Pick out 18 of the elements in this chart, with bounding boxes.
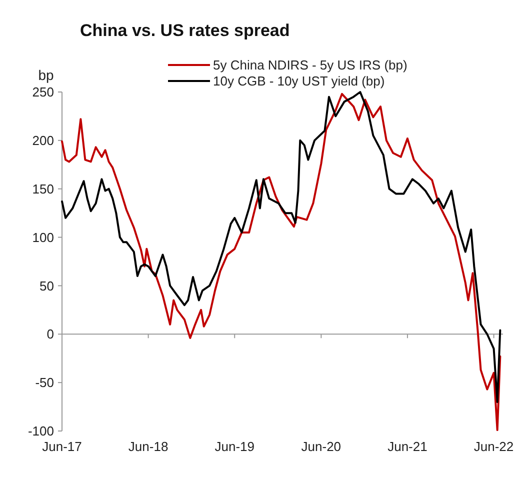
y-tick-label: 250	[32, 84, 54, 100]
legend-label: 5y China NDIRS - 5y US IRS (bp)	[213, 58, 408, 73]
chart-title: China vs. US rates spread	[80, 21, 290, 40]
y-tick-label: 150	[32, 181, 54, 196]
x-tick-label: Jun-21	[388, 439, 428, 454]
y-tick-label: 100	[32, 230, 54, 245]
x-tick-label: Jun-18	[128, 439, 168, 454]
y-tick-label: -100	[28, 424, 54, 439]
y-tick-label: 200	[32, 132, 54, 148]
y-tick-label: 50	[40, 278, 54, 294]
x-tick-label: Jun-20	[301, 439, 342, 454]
x-tick-label: Jun-19	[214, 439, 254, 454]
y-tick-label: 0	[46, 326, 54, 342]
legend-label: 10y CGB - 10y UST yield (bp)	[213, 74, 385, 89]
y-axis-title: bp	[38, 67, 54, 83]
x-tick-label: Jun-17	[42, 439, 82, 454]
y-tick-label: -50	[35, 375, 54, 390]
x-tick-label: Jun-22	[474, 439, 514, 454]
